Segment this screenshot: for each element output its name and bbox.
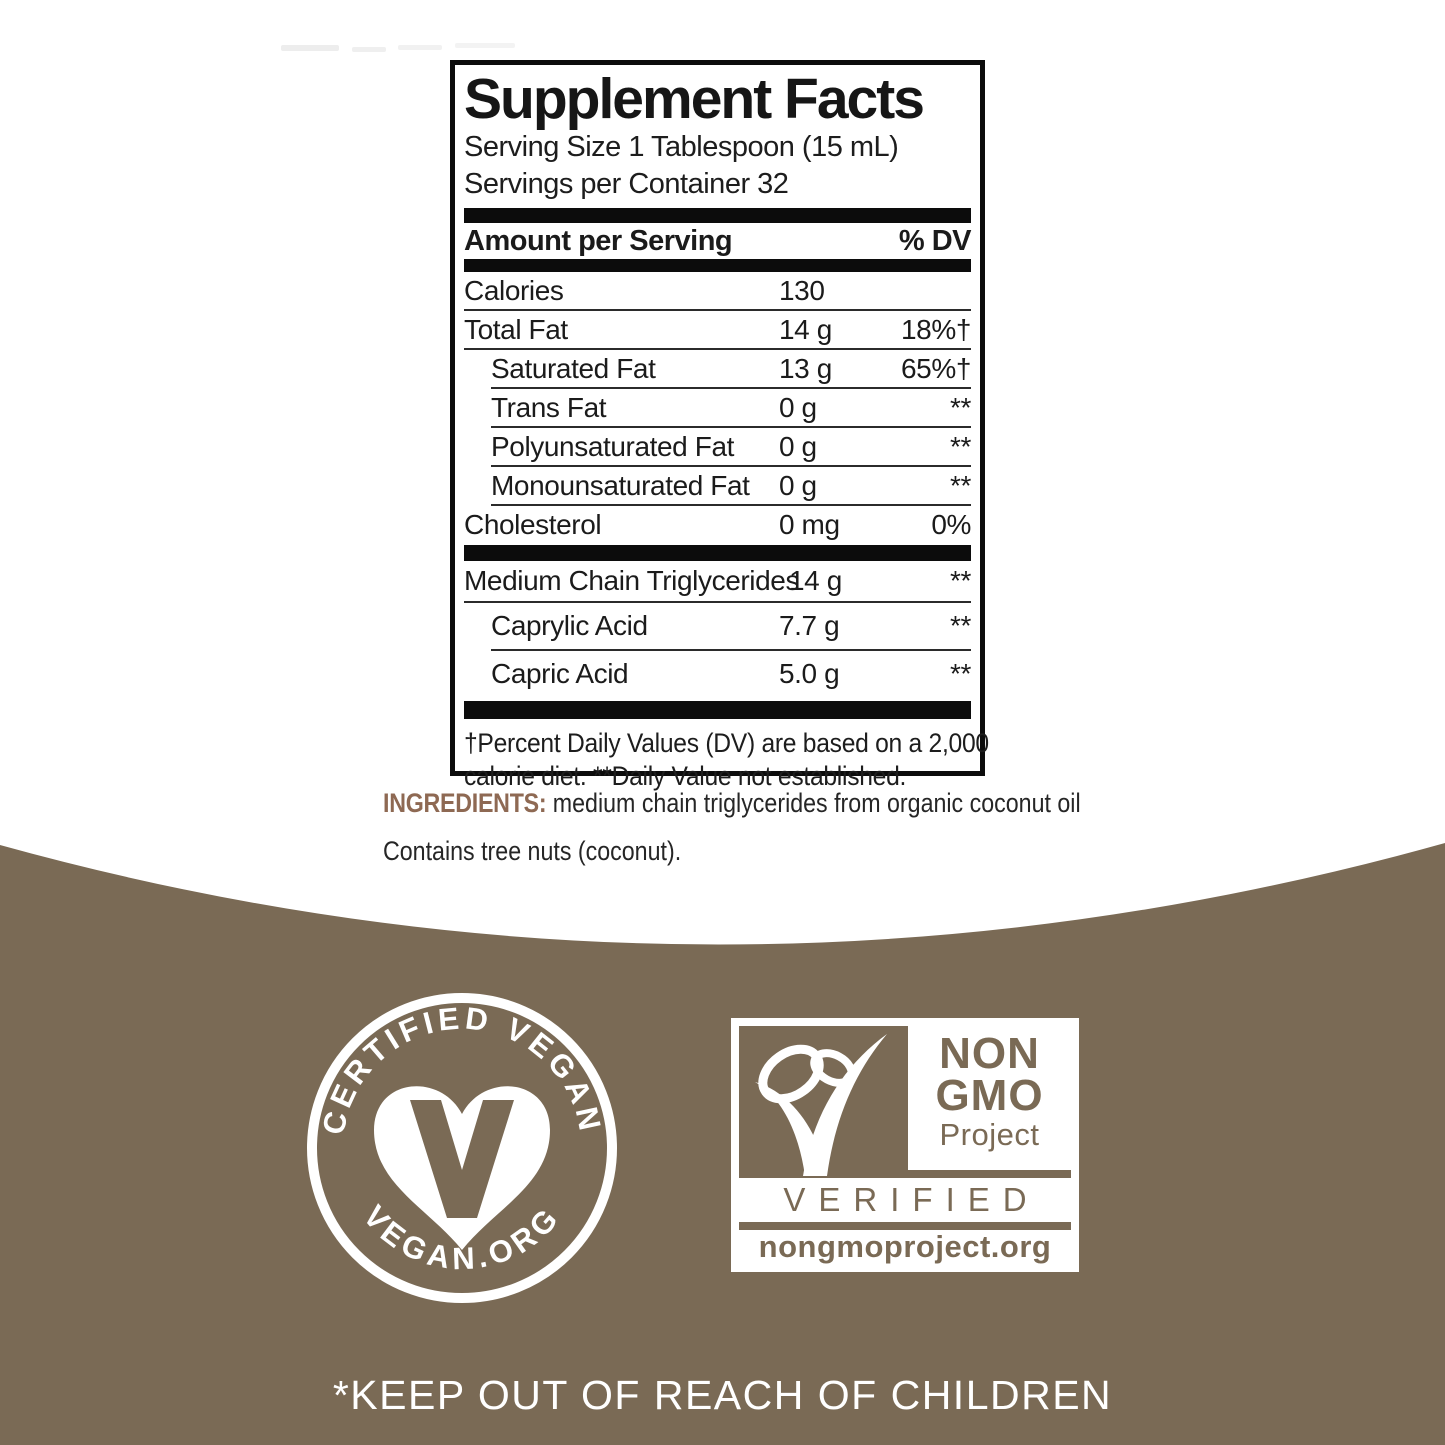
certified-vegan-badge: CERTIFIED VEGAN VEGAN.ORG [307,993,617,1303]
row-label: Polyunsaturated Fat [491,430,734,462]
row-label: Saturated Fat [491,352,656,384]
facts-title: Supplement Facts [464,67,925,131]
supplement-facts-panel: Supplement Facts Serving Size 1 Tablespo… [450,60,989,791]
nongmo-verified-band: VERIFIED [739,1178,1071,1222]
footnote-line2: calorie diet. **Daily Value not establis… [464,761,907,791]
nongmo-line-gmo: GMO [935,1071,1044,1120]
print-artifact [281,45,339,51]
ingredients-label: INGREDIENTS: [383,788,547,818]
row-separator [491,504,971,506]
row-amount: 0 g [779,430,817,462]
ingredients-text: medium chain triglycerides from organic … [546,788,1081,818]
row-amount: 0 mg [779,508,840,540]
row-dv: ** [950,565,971,596]
warning-text: *KEEP OUT OF REACH OF CHILDREN [332,1372,1113,1418]
row-label: Calories [464,274,564,306]
row-dv: 65%† [900,352,971,384]
row-separator [491,387,971,389]
row-dv: 0% [931,508,971,540]
row-amount: 0 g [779,469,817,501]
row-separator [491,426,971,428]
row-separator [491,465,971,467]
facts-row-trans-fat: Trans Fat 0 g ** [464,389,971,426]
column-header-row: Amount per Serving % DV [464,223,972,259]
print-artifact [455,43,515,48]
nongmo-line-project: Project [939,1117,1040,1152]
row-separator [464,309,971,311]
row-amount: 14 g [779,313,832,345]
nongmo-url-band: nongmoproject.org [739,1229,1071,1264]
row-amount: 5.0 g [779,658,840,689]
thick-separator-bar [464,701,971,719]
facts-row-saturated-fat: Saturated Fat 13 g 65%† [464,350,971,387]
row-label: Cholesterol [464,508,602,540]
row-amount: 0 g [779,391,817,423]
facts-row-polyunsaturated-fat: Polyunsaturated Fat 0 g ** [464,428,971,465]
row-dv: ** [950,610,971,641]
row-amount: 14 g [789,565,842,596]
brown-footer-background [0,843,1445,1445]
facts-row-monounsaturated-fat: Monounsaturated Fat 0 g ** [464,467,971,504]
dv-header: % DV [898,224,972,257]
row-dv: ** [950,469,971,501]
facts-row-cholesterol: Cholesterol 0 mg 0% [464,506,971,543]
row-amount: 130 [779,274,825,306]
row-label: Monounsaturated Fat [491,469,750,501]
facts-row-mct: Medium Chain Triglycerides 14 g ** [464,561,971,601]
allergen-statement: Contains tree nuts (coconut). [383,836,682,866]
row-separator [464,348,971,350]
facts-row-capric-acid: Capric Acid 5.0 g ** [464,651,971,697]
thick-separator-bar [464,208,971,223]
facts-row-caprylic-acid: Caprylic Acid 7.7 g ** [464,603,971,649]
serving-size: Serving Size 1 Tablespoon (15 mL) [464,131,899,163]
row-dv: ** [950,658,971,689]
row-label: Medium Chain Triglycerides [464,565,800,596]
ingredients-line: INGREDIENTS: medium chain triglycerides … [383,788,1081,819]
amount-per-serving-header: Amount per Serving [464,224,733,257]
facts-row-calories: Calories 130 [464,272,971,309]
facts-row-total-fat: Total Fat 14 g 18%† [464,311,971,348]
row-amount: 13 g [779,352,832,384]
butterfly-check-icon [755,1034,887,1176]
row-dv: 18%† [900,313,971,345]
row-separator [491,649,971,651]
nongmo-title-box: NON GMO Project [908,1026,1071,1170]
thick-separator-bar [464,545,971,561]
row-amount: 7.7 g [779,610,840,641]
footnote-line1: †Percent Daily Values (DV) are based on … [464,728,989,758]
row-label: Caprylic Acid [491,610,648,641]
row-label: Capric Acid [491,658,629,689]
print-artifact [398,45,442,50]
vegan-heart-icon [374,1086,550,1250]
nongmo-line-non: NON [939,1029,1040,1078]
row-label: Trans Fat [491,391,607,423]
dv-footnote: †Percent Daily Values (DV) are based on … [464,727,989,793]
servings-per-container: Servings per Container 32 [464,168,789,200]
row-label: Total Fat [464,313,568,345]
row-dv: ** [950,391,971,423]
row-dv: ** [950,430,971,462]
vegan-ring [307,993,617,1303]
row-separator [464,601,971,603]
nongmo-badge: NON GMO Project VERIFIED nongmoproject.o… [731,1018,1079,1272]
thick-separator-bar [464,259,971,272]
print-artifact [352,47,386,52]
